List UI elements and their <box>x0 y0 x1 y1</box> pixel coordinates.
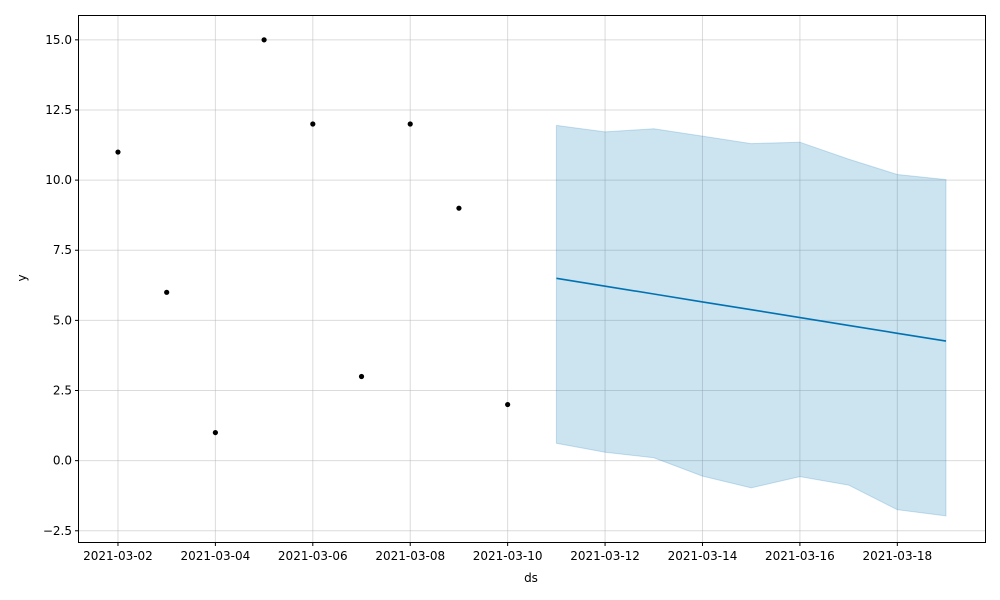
y-tick-label: 0.0 <box>53 454 72 468</box>
y-tick-label: 7.5 <box>53 243 72 257</box>
observed-point <box>358 373 365 380</box>
y-tick-label: 15.0 <box>45 33 72 47</box>
x-axis-label: ds <box>524 571 538 585</box>
y-axis-ticks: −2.5 0.0 2.5 5.0 7.5 10.0 12.5 15.0 <box>43 33 79 538</box>
x-tick-label: 2021-03-12 <box>570 549 640 563</box>
y-tick-label: 5.0 <box>53 313 72 327</box>
x-tick-label: 2021-03-10 <box>473 549 543 563</box>
y-axis-label: y <box>15 274 29 281</box>
uncertainty-band-group <box>555 124 947 517</box>
y-tick-label: 10.0 <box>45 173 72 187</box>
forecast-line <box>556 277 947 342</box>
x-tick-label: 2021-03-04 <box>181 549 251 563</box>
observed-point <box>164 289 170 295</box>
x-tick-label: 2021-03-14 <box>668 549 738 563</box>
x-tick-label: 2021-03-18 <box>862 549 932 563</box>
x-tick-label: 2021-03-08 <box>375 549 445 563</box>
observed-point <box>505 401 511 408</box>
observed-point <box>310 121 316 127</box>
x-tick-label: 2021-03-16 <box>765 549 835 563</box>
observed-points-group <box>115 37 511 436</box>
forecast-line-group <box>556 277 947 342</box>
uncertainty-band <box>555 124 947 517</box>
plot-frame <box>78 15 986 543</box>
y-tick-label: 2.5 <box>53 384 72 398</box>
observed-point <box>115 149 121 155</box>
grid <box>79 16 985 542</box>
observed-point <box>212 429 218 436</box>
observed-point <box>407 121 413 127</box>
x-tick-label: 2021-03-02 <box>83 549 153 563</box>
x-tick-label: 2021-03-06 <box>278 549 348 563</box>
observed-point <box>456 205 462 211</box>
y-tick-label: −2.5 <box>43 524 72 538</box>
observed-point <box>261 37 267 43</box>
x-axis-ticks: 2021-03-02 2021-03-04 2021-03-06 2021-03-08… <box>83 542 932 563</box>
y-tick-label: 12.5 <box>45 103 72 117</box>
